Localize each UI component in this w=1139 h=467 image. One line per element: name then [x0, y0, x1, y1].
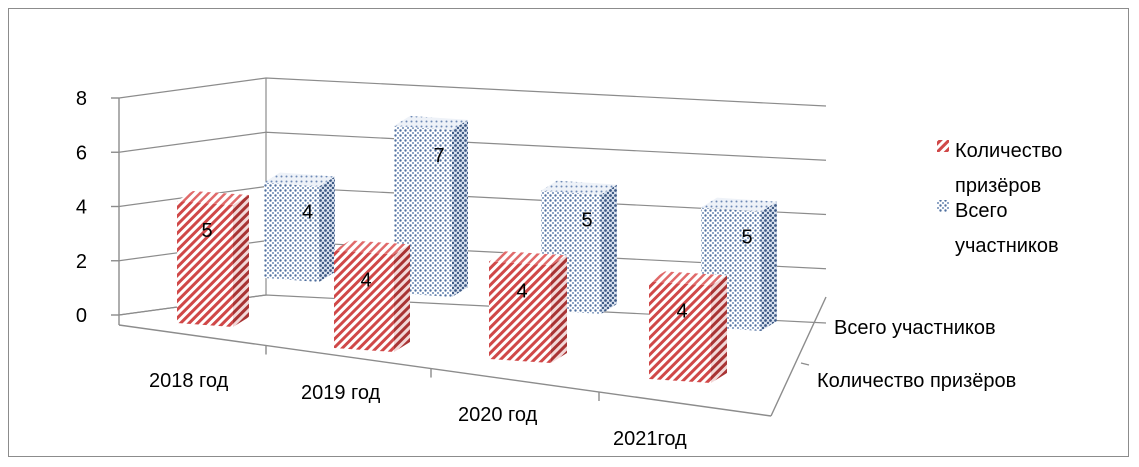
depth-tick-label: Количество призёров — [817, 370, 1016, 392]
y-tick-label: 2 — [76, 251, 87, 273]
bar-chart-3d: 0 2 4 6 8 4 7 5 5 5 4 4 4 2018 год 2019 год 2020 год… — [9, 9, 1130, 458]
axis-labels: 2018 год 2019 год 2020 год 2021год Всего уча… — [149, 317, 1016, 450]
bar: 4 — [649, 271, 727, 383]
data-label: 5 — [201, 220, 212, 242]
data-label: 4 — [302, 202, 313, 224]
y-tick-label: 6 — [76, 142, 87, 164]
bar: 4 — [334, 240, 410, 352]
data-label: 4 — [516, 280, 527, 302]
data-label: 4 — [676, 300, 687, 322]
bar-front-face — [264, 183, 319, 282]
x-tick-label: 2019 год — [301, 382, 381, 404]
legend-swatch — [937, 140, 949, 152]
data-label: 4 — [360, 269, 371, 291]
legend-label: призёров — [955, 175, 1041, 197]
bar: 5 — [177, 191, 249, 327]
legend-item: Количество призёров — [937, 140, 1062, 197]
data-label: 7 — [433, 145, 444, 167]
legend-swatch — [937, 200, 949, 212]
bar-side-face — [761, 202, 777, 331]
bar-side-face — [452, 120, 468, 297]
data-label: 5 — [581, 210, 592, 232]
bar-side-face — [319, 177, 335, 282]
bar: 4 — [264, 173, 335, 282]
x-tick-label: 2021год — [613, 428, 687, 450]
bar-side-face — [711, 275, 727, 383]
bar-side-face — [551, 255, 567, 363]
bar: 4 — [489, 251, 567, 363]
bar-side-face — [394, 244, 410, 352]
x-tick-label: 2020 год — [458, 404, 538, 426]
depth-tick-mark — [801, 363, 809, 365]
depth-axis-line — [771, 297, 826, 416]
bar-front-face — [649, 281, 711, 383]
gridline — [119, 78, 826, 106]
x-tick-label: 2018 год — [149, 370, 229, 392]
legend-item: Всего участников — [937, 200, 1059, 257]
gridline — [119, 132, 826, 160]
y-tick-label: 8 — [76, 88, 87, 110]
bar-side-face — [601, 185, 617, 314]
legend-label: участников — [955, 235, 1059, 257]
depth-tick-label: Всего участников — [834, 317, 996, 339]
legend-label: Всего — [955, 200, 1007, 222]
y-tick-label: 4 — [76, 197, 87, 219]
chart-frame: 0 2 4 6 8 4 7 5 5 5 4 4 4 2018 год 2019 год 2020 год… — [8, 8, 1129, 457]
data-label: 5 — [741, 227, 752, 249]
bar-front-face — [489, 261, 551, 363]
legend-label: Количество — [955, 140, 1062, 162]
legend: Количество призёров Всего участников — [937, 140, 1062, 257]
bar-front-face — [334, 250, 394, 352]
bar-side-face — [233, 195, 249, 327]
y-tick-label: 0 — [76, 305, 87, 327]
